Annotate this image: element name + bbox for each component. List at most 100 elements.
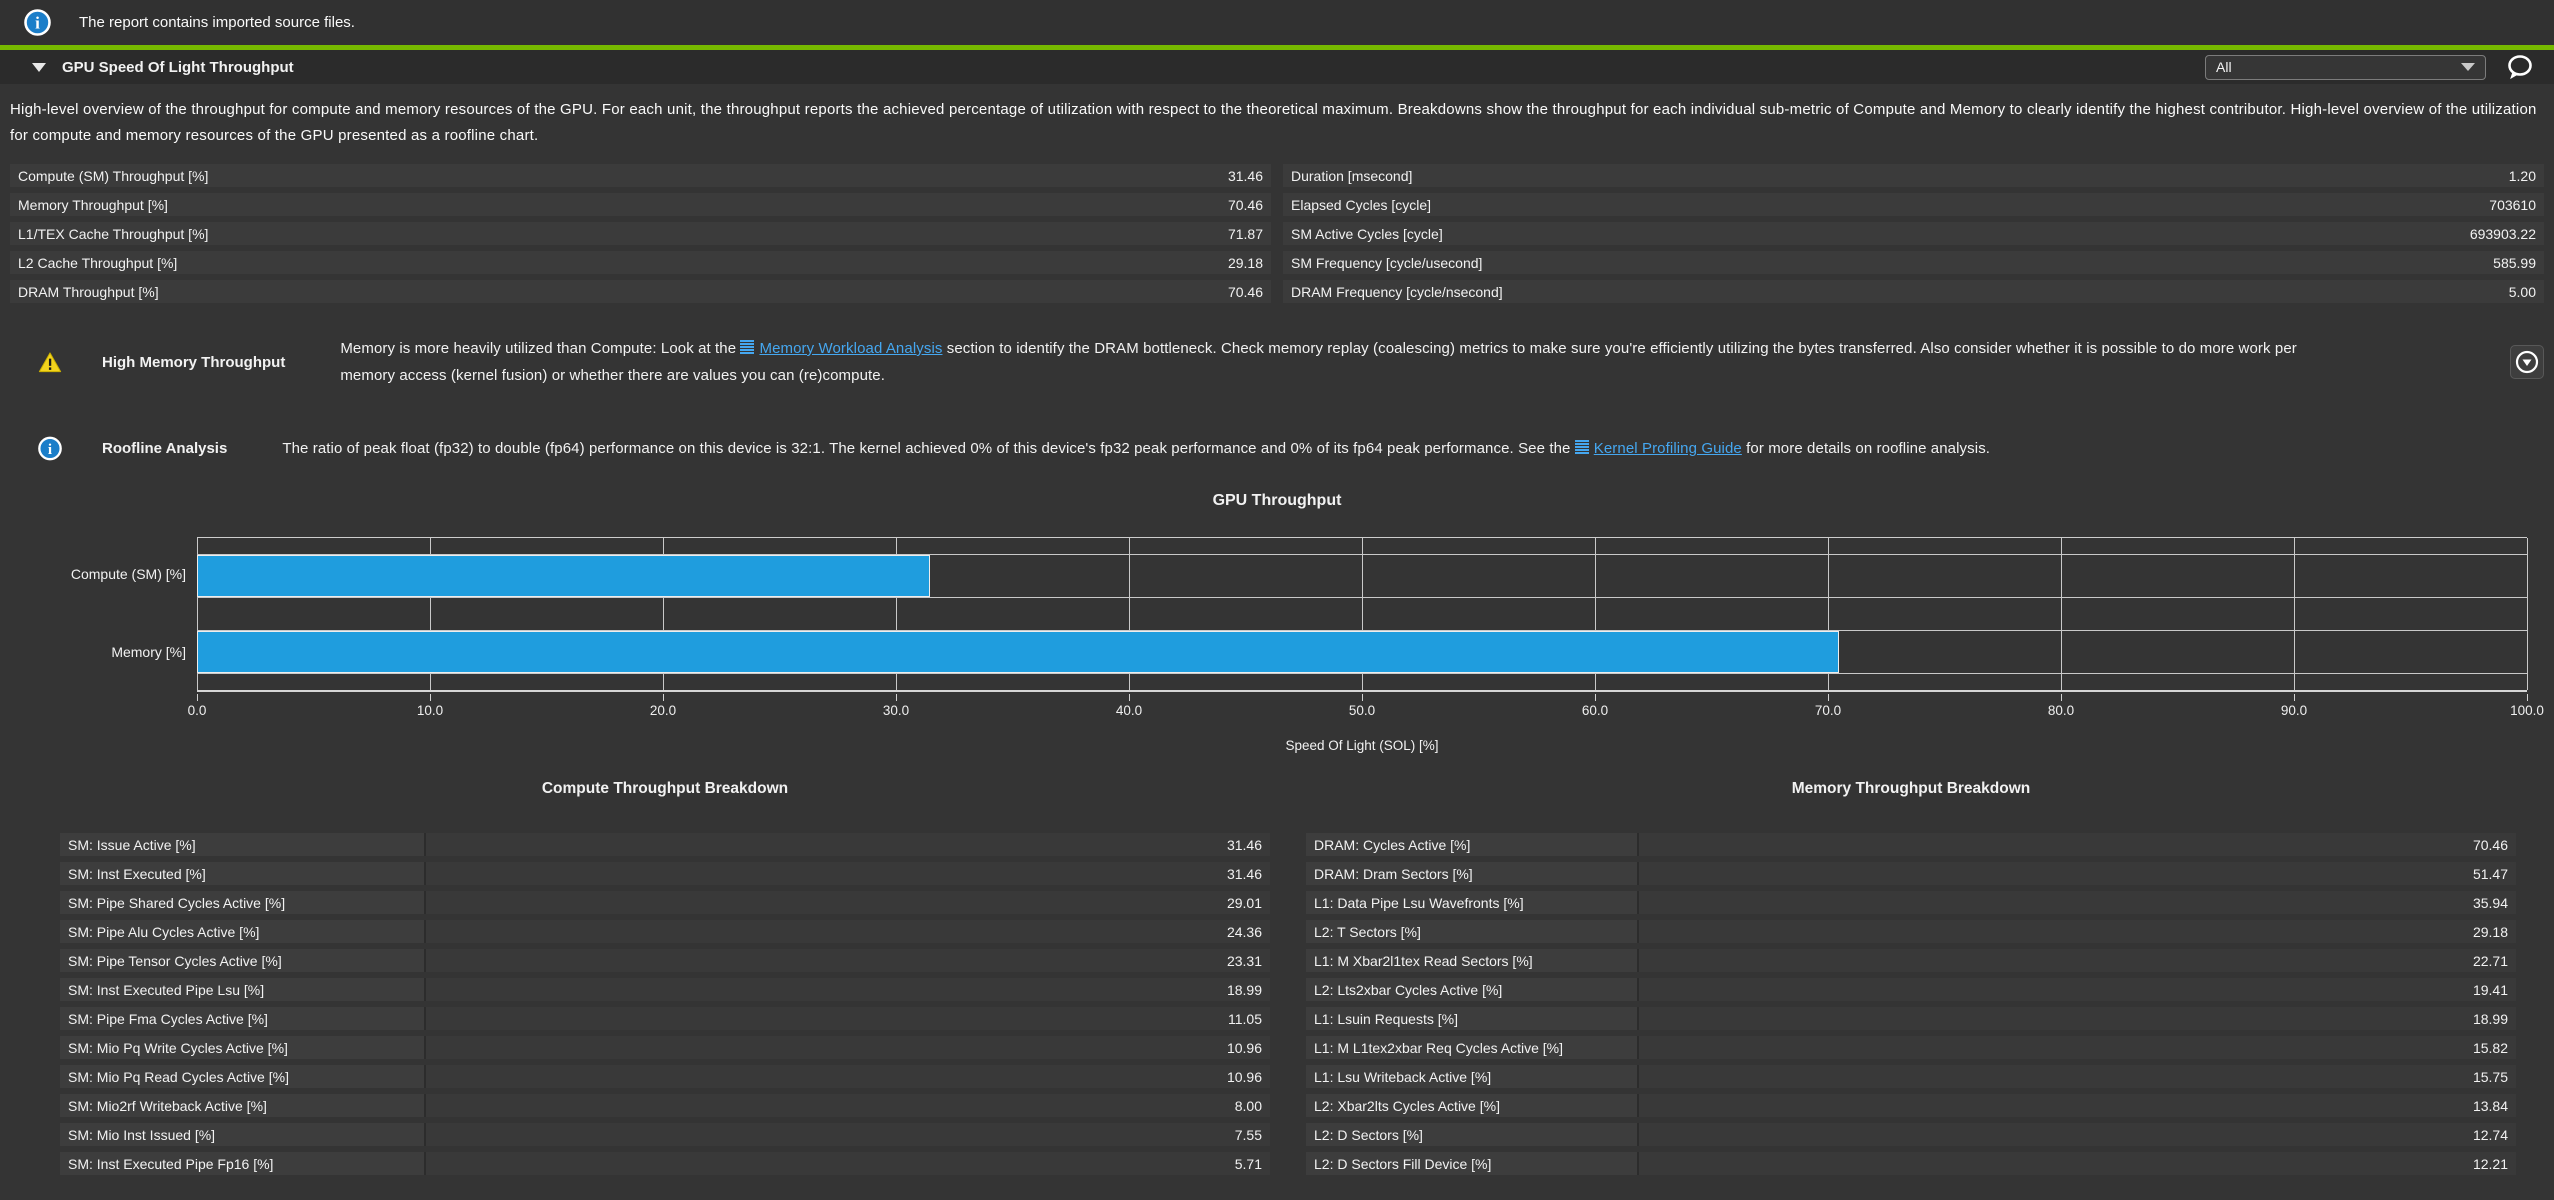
metric-value: 29.18 xyxy=(1227,254,1263,271)
summary-row: Elapsed Cycles [cycle] 703610 xyxy=(1283,193,2544,216)
band-gridline xyxy=(197,554,2527,555)
compute-breakdown-table: SM: Issue Active [%] 31.46 SM: Inst Execut… xyxy=(60,833,1270,1175)
metric-label: SM: Mio2rf Writeback Active [%] xyxy=(60,1094,424,1117)
table-row: L1: Lsuin Requests [%] 18.99 xyxy=(1306,1007,2516,1030)
metric-label: SM: Pipe Shared Cycles Active [%] xyxy=(60,891,424,914)
gridline xyxy=(896,538,897,690)
tick-mark xyxy=(896,694,897,701)
memory-workload-analysis-link[interactable]: Memory Workload Analysis xyxy=(740,340,942,357)
metric-value: 585.99 xyxy=(2493,254,2536,271)
tick-label: 40.0 xyxy=(1115,703,1143,718)
rule-title: Roofline Analysis xyxy=(102,440,228,457)
table-row: SM: Mio Pq Read Cycles Active [%] 10.96 xyxy=(60,1065,1270,1088)
metric-value: 29.18 xyxy=(1637,920,2516,943)
metric-value: 12.21 xyxy=(1637,1152,2516,1175)
summary-row: DRAM Frequency [cycle/nsecond] 5.00 xyxy=(1283,280,2544,303)
rule-collapse-button[interactable] xyxy=(2510,345,2544,379)
chart-title: GPU Throughput xyxy=(1212,492,1342,509)
gridline xyxy=(1362,538,1363,690)
metric-label: DRAM Throughput [%] xyxy=(18,283,159,300)
table-row: SM: Issue Active [%] 31.46 xyxy=(60,833,1270,856)
metric-label: SM: Mio Inst Issued [%] xyxy=(60,1123,424,1146)
chart-band xyxy=(197,538,2527,614)
tick-mark xyxy=(1595,694,1596,701)
filter-dropdown-value: All xyxy=(2216,59,2232,75)
gridline xyxy=(2527,538,2528,690)
rule-roofline-analysis: i Roofline Analysis The ratio of peak fl… xyxy=(38,435,2544,462)
tick-label: 80.0 xyxy=(2047,703,2075,718)
metric-value: 70.46 xyxy=(1637,833,2516,856)
comment-icon xyxy=(2508,55,2532,80)
summary-row: L2 Cache Throughput [%] 29.18 xyxy=(10,251,1271,274)
gpu-throughput-chart: GPU Throughput Compute (SM) [%] Memory [%… xyxy=(0,492,2554,764)
metric-value: 8.00 xyxy=(424,1094,1270,1117)
metric-label: L1/TEX Cache Throughput [%] xyxy=(18,225,209,242)
table-row: L2: D Sectors [%] 12.74 xyxy=(1306,1123,2516,1146)
bar xyxy=(197,555,931,597)
metric-value: 5.71 xyxy=(424,1152,1270,1175)
metric-value: 24.36 xyxy=(424,920,1270,943)
metric-label: SM: Mio Pq Write Cycles Active [%] xyxy=(60,1036,424,1059)
metric-label: L2 Cache Throughput [%] xyxy=(18,254,178,271)
band-gridline xyxy=(197,673,2527,674)
summary-table: Compute (SM) Throughput [%] 31.46 Memory T… xyxy=(10,164,2544,309)
metric-label: SM Frequency [cycle/usecond] xyxy=(1291,254,1483,271)
metric-value: 51.47 xyxy=(1637,862,2516,885)
info-icon: i xyxy=(38,436,62,461)
metric-label: SM: Mio Pq Read Cycles Active [%] xyxy=(60,1065,424,1088)
collapse-section-icon[interactable] xyxy=(32,62,46,72)
gridline xyxy=(663,538,664,690)
comment-button[interactable] xyxy=(2506,54,2534,80)
tick-mark xyxy=(663,694,664,701)
table-row: SM: Pipe Shared Cycles Active [%] 29.01 xyxy=(60,891,1270,914)
metric-value: 23.31 xyxy=(424,949,1270,972)
metric-value: 15.82 xyxy=(1637,1036,2516,1059)
metric-value: 1.20 xyxy=(2508,167,2536,184)
metric-label: L2: Xbar2lts Cycles Active [%] xyxy=(1306,1094,1637,1117)
tick-mark xyxy=(430,694,431,701)
metric-label: Compute (SM) Throughput [%] xyxy=(18,167,209,184)
chart-band xyxy=(197,614,2527,690)
breakdown-section: Compute Throughput Breakdown SM: Issue A… xyxy=(0,780,2554,1181)
section-header: GPU Speed Of Light Throughput All xyxy=(0,50,2554,84)
summary-row: Compute (SM) Throughput [%] 31.46 xyxy=(10,164,1271,187)
summary-row: L1/TEX Cache Throughput [%] 71.87 xyxy=(10,222,1271,245)
section-title: GPU Speed Of Light Throughput xyxy=(62,58,294,76)
tick-mark xyxy=(1828,694,1829,701)
tick-mark xyxy=(1129,694,1130,701)
table-row: SM: Mio Pq Write Cycles Active [%] 10.96 xyxy=(60,1036,1270,1059)
warning-icon xyxy=(38,351,62,374)
metric-value: 12.74 xyxy=(1637,1123,2516,1146)
chart-x-axis-label: Speed Of Light (SOL) [%] xyxy=(1285,738,1439,753)
rule-message-text: Memory is more heavily utilized than Com… xyxy=(340,340,741,357)
metric-label: L1: Lsu Writeback Active [%] xyxy=(1306,1065,1637,1088)
metric-value: 31.46 xyxy=(424,833,1270,856)
table-row: L2: Lts2xbar Cycles Active [%] 19.41 xyxy=(1306,978,2516,1001)
tick-label: 100.0 xyxy=(2510,703,2544,718)
metric-value: 31.46 xyxy=(424,862,1270,885)
metric-value: 19.41 xyxy=(1637,978,2516,1001)
metric-value: 70.46 xyxy=(1227,283,1263,300)
tick-label: 90.0 xyxy=(2280,703,2308,718)
accent-divider xyxy=(0,45,2554,50)
metric-label: L2: D Sectors Fill Device [%] xyxy=(1306,1152,1637,1175)
metric-value: 10.96 xyxy=(424,1065,1270,1088)
circle-chevron-down-icon xyxy=(2515,350,2539,374)
tick-mark xyxy=(2294,694,2295,701)
table-row: L2: T Sectors [%] 29.18 xyxy=(1306,920,2516,943)
gridline xyxy=(2061,538,2062,690)
gridline xyxy=(1828,538,1829,690)
metric-label: L1: Lsuin Requests [%] xyxy=(1306,1007,1637,1030)
metric-label: SM: Inst Executed [%] xyxy=(60,862,424,885)
kernel-profiling-guide-link[interactable]: Kernel Profiling Guide xyxy=(1574,440,1742,457)
tick-label: 20.0 xyxy=(649,703,677,718)
table-row: SM: Inst Executed Pipe Fp16 [%] 5.71 xyxy=(60,1152,1270,1175)
gridline xyxy=(1595,538,1596,690)
metric-value: 13.84 xyxy=(1637,1094,2516,1117)
metric-value: 31.46 xyxy=(1227,167,1263,184)
filter-dropdown[interactable]: All xyxy=(2205,54,2486,80)
memory-breakdown: Memory Throughput Breakdown DRAM: Cycles… xyxy=(1306,780,2516,1181)
tick-label: 60.0 xyxy=(1581,703,1609,718)
table-row: L1: Lsu Writeback Active [%] 15.75 xyxy=(1306,1065,2516,1088)
metric-label: Elapsed Cycles [cycle] xyxy=(1291,196,1432,213)
